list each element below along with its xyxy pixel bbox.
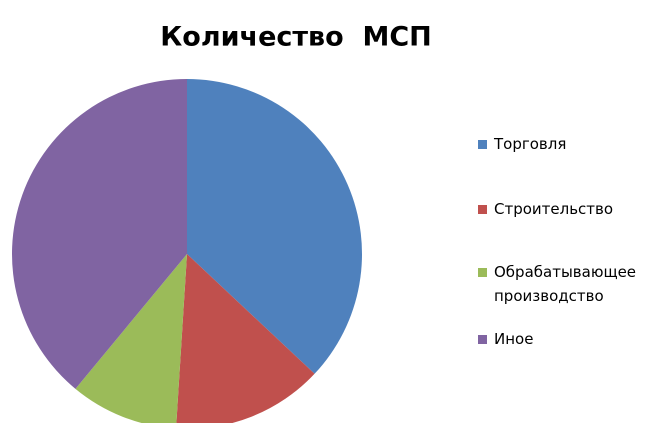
legend-item: Строительство xyxy=(478,197,644,221)
legend-item: Обрабатывающее производство xyxy=(478,260,644,308)
legend-swatch xyxy=(478,140,487,149)
legend-item: Иное xyxy=(478,327,644,351)
legend-label: Торговля xyxy=(494,135,567,153)
pie-slice xyxy=(75,254,187,423)
legend-swatch xyxy=(478,335,487,344)
legend-swatch xyxy=(478,205,487,214)
legend-label: Иное xyxy=(494,330,534,348)
legend-label: Строительство xyxy=(494,200,614,218)
legend-swatch xyxy=(478,268,487,277)
pie-slice xyxy=(12,79,188,389)
legend-item: Торговля xyxy=(478,132,644,156)
chart-title: Количество МСП xyxy=(160,22,432,53)
pie-slice xyxy=(187,79,362,374)
legend-label: Обрабатывающее производство xyxy=(494,263,637,305)
pie-slice xyxy=(176,254,315,423)
